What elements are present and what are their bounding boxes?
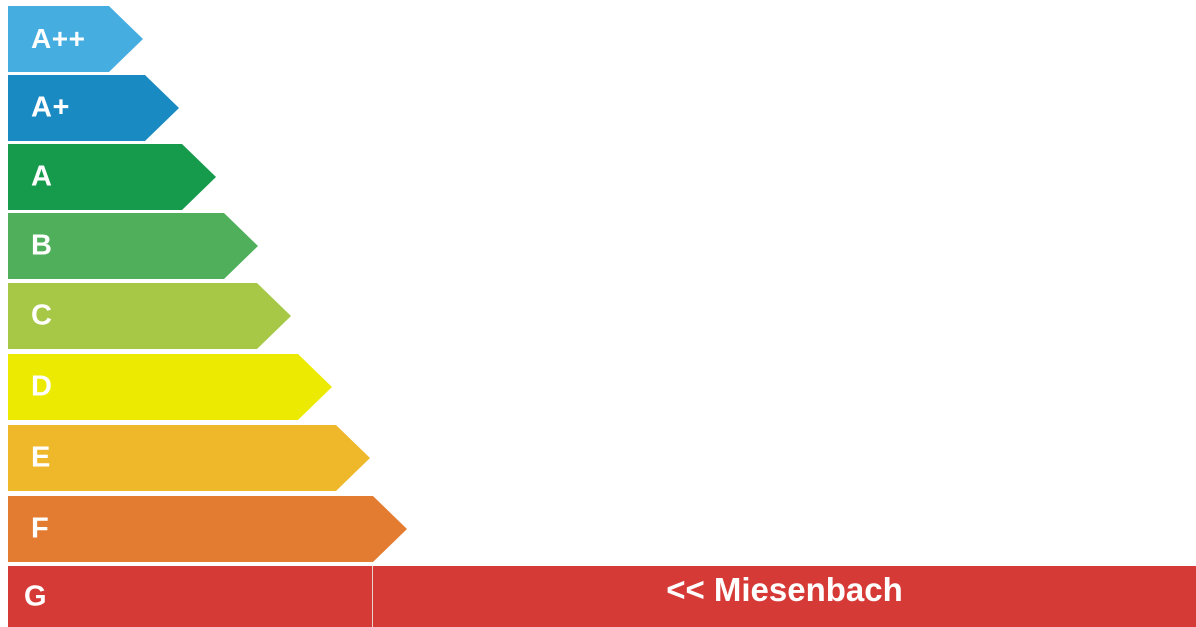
- energy-rating-label-e: E: [31, 441, 51, 474]
- energy-rating-bar-b: B: [8, 213, 258, 279]
- energy-rating-bar-e: E: [8, 425, 370, 491]
- energy-rating-label-g: G: [24, 580, 48, 612]
- energy-rating-label-f: F: [31, 512, 50, 545]
- current-rating-indicator-text: << Miesenbach: [666, 571, 903, 608]
- current-rating-indicator: << Miesenbach: [373, 566, 1196, 627]
- rating-divider: [372, 566, 373, 627]
- energy-rating-label-a-plus-plus: A++: [31, 23, 86, 54]
- energy-rating-bar-a-plus-plus: A++: [8, 6, 143, 72]
- energy-rating-label-d: D: [31, 370, 53, 403]
- energy-rating-label-a-plus: A+: [31, 91, 70, 124]
- energy-rating-bar-d: D: [8, 354, 332, 420]
- energy-rating-bar-c: C: [8, 283, 291, 349]
- energy-rating-label-b: B: [31, 229, 53, 262]
- energy-rating-bar-a-plus: A+: [8, 75, 179, 141]
- energy-rating-bar-a: A: [8, 144, 216, 210]
- energy-rating-label-a: A: [31, 160, 53, 193]
- energy-rating-bar-g: G: [8, 566, 372, 627]
- energy-rating-bar-f: F: [8, 496, 407, 562]
- energy-rating-label-c: C: [31, 299, 53, 332]
